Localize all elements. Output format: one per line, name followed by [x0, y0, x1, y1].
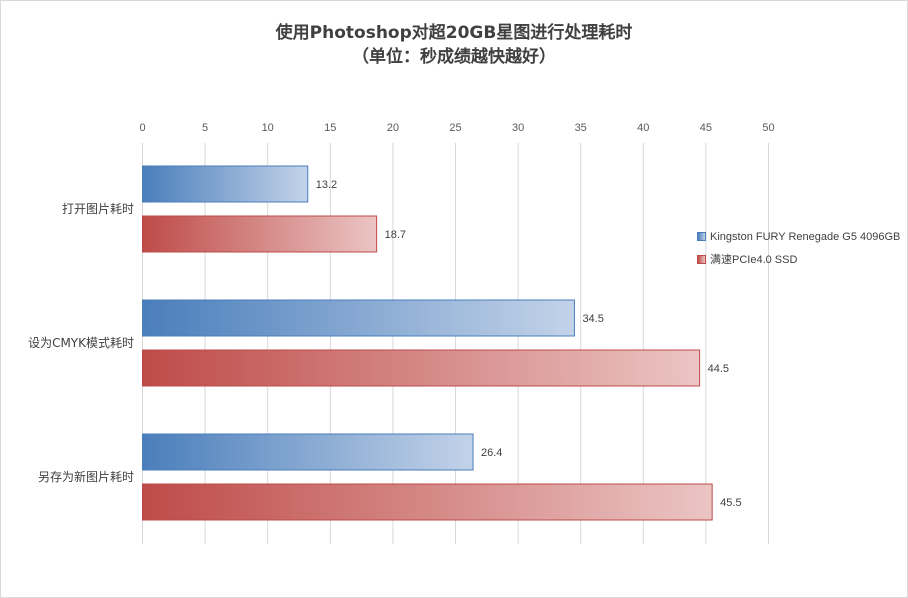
x-tick-label: 30: [512, 122, 524, 134]
legend-item-pcie4: 满速PCIe4.0 SSD: [697, 251, 797, 267]
chart-subtitle: （单位：秒成绩越快越好）: [352, 47, 556, 67]
x-tick-label: 15: [324, 122, 336, 134]
legend-swatch-blue: [697, 231, 706, 241]
x-tick-label: 20: [387, 122, 399, 134]
category-label: 打开图片耗时: [62, 202, 134, 216]
x-tick-label: 35: [575, 122, 587, 134]
category-label: 设为CMYK模式耗时: [28, 336, 134, 350]
x-tick-label: 10: [262, 122, 274, 134]
x-tick-label: 40: [637, 122, 649, 134]
data-label: 18.7: [385, 229, 406, 241]
x-tick-label: 45: [700, 122, 712, 134]
bar-kingston: [142, 433, 474, 471]
chart-title: 使用Photoshop对超20GB星图进行处理耗时: [275, 23, 633, 43]
bar-kingston: [142, 165, 309, 203]
bar-pcie4: [142, 215, 378, 253]
bar-pcie4: [142, 349, 701, 387]
category-label: 另存为新图片耗时: [38, 469, 134, 484]
data-label: 34.5: [582, 313, 603, 325]
legend-item-kingston: Kingston FURY Renegade G5 4096GB: [697, 231, 900, 243]
legend-label-kingston: Kingston FURY Renegade G5 4096GB: [710, 231, 901, 243]
legend-label-pcie4: 满速PCIe4.0 SSD: [710, 254, 798, 266]
bar-pcie4: [142, 483, 713, 521]
x-tick-label: 5: [202, 122, 208, 134]
legend-swatch-red: [697, 254, 706, 264]
data-label: 44.5: [708, 363, 729, 375]
data-label: 26.4: [481, 447, 502, 459]
x-tick-label: 50: [762, 122, 774, 134]
data-label: 13.2: [316, 179, 337, 191]
x-tick-label: 25: [449, 122, 461, 134]
bar-kingston: [142, 299, 575, 337]
x-tick-label: 0: [139, 122, 145, 134]
data-label: 45.5: [720, 497, 741, 509]
